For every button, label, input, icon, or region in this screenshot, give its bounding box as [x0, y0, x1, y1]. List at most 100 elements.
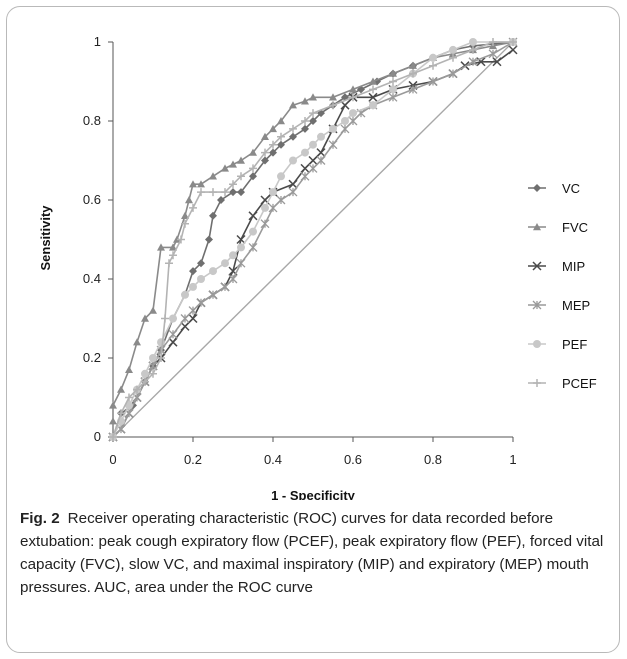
data-point-mep	[488, 49, 498, 59]
data-point-pcef	[329, 101, 337, 110]
y-axis-title: Sensitivity	[38, 205, 53, 271]
data-point-pef	[125, 401, 133, 410]
data-point-mep	[408, 84, 418, 94]
data-point-vc	[209, 211, 217, 220]
data-point-pcef	[277, 132, 285, 141]
data-point-pef	[157, 338, 165, 347]
data-point-mep	[180, 314, 190, 323]
x-tick-label: 0.2	[184, 452, 202, 467]
data-point-fvc	[229, 160, 237, 168]
data-point-pef	[197, 275, 205, 283]
data-point-fvc	[309, 93, 317, 101]
data-point-vc	[205, 235, 213, 244]
data-point-mip	[300, 163, 310, 173]
data-point-fvc	[133, 338, 141, 346]
data-point-pef	[449, 45, 457, 54]
data-point-pcef	[389, 77, 397, 86]
data-point-pcef	[133, 385, 141, 394]
legend-label-pcef: PCEF	[562, 376, 597, 391]
data-point-fvc	[237, 156, 245, 164]
data-point-fvc	[109, 401, 117, 409]
legend-label-pef: PEF	[562, 337, 587, 352]
data-point-fvc	[349, 85, 357, 93]
legend-item-mep: MEP	[528, 298, 590, 313]
data-point-pcef	[209, 188, 217, 197]
data-point-fvc	[249, 148, 257, 156]
data-point-mep	[268, 203, 278, 213]
data-point-pcef	[181, 219, 189, 228]
data-point-pcef	[117, 409, 125, 418]
data-point-mip	[368, 92, 378, 102]
data-point-fvc	[369, 77, 377, 85]
data-point-pcef	[165, 259, 173, 268]
legend-label-vc: VC	[562, 181, 580, 196]
data-point-pef	[277, 172, 285, 181]
data-point-mip	[236, 234, 246, 245]
series-mip	[108, 45, 518, 442]
data-point-mep	[236, 258, 246, 268]
data-point-fvc	[141, 314, 149, 322]
data-point-pcef	[169, 251, 177, 260]
data-point-pcef	[509, 38, 517, 46]
data-point-fvc	[389, 69, 397, 77]
data-point-pef	[469, 38, 477, 46]
data-point-pcef	[429, 61, 437, 70]
y-tick-label: 1	[94, 34, 101, 49]
legend-item-mip: MIP	[528, 259, 585, 274]
data-point-pcef	[369, 85, 377, 94]
y-tick-label: 0.6	[83, 192, 101, 207]
data-point-pcef	[161, 314, 169, 323]
data-point-mep	[348, 116, 358, 126]
data-point-pef	[369, 101, 377, 110]
data-point-pef	[329, 124, 337, 133]
data-point-pcef	[409, 69, 417, 78]
data-point-pef	[149, 354, 157, 362]
data-point-pcef	[449, 53, 457, 62]
data-point-fvc	[117, 385, 125, 393]
data-point-fvc	[261, 132, 269, 140]
x-tick-label: 0.8	[424, 452, 442, 467]
x-axis-title: 1 - Specificity	[271, 488, 356, 500]
data-point-pcef	[301, 117, 309, 125]
legend-label-mep: MEP	[562, 298, 590, 313]
data-point-fvc	[329, 93, 337, 101]
legend-marker-vc	[533, 184, 541, 192]
data-point-vc	[289, 132, 297, 141]
legend: VC FVC MIP MEP PEF PCEF	[528, 181, 597, 391]
data-point-mip	[168, 337, 178, 347]
data-point-mep	[276, 195, 286, 205]
data-point-vc	[197, 259, 205, 268]
data-point-pef	[209, 267, 217, 276]
data-point-pef	[169, 314, 177, 323]
data-point-vc	[261, 156, 269, 165]
data-point-pcef	[489, 38, 497, 46]
data-point-pef	[349, 109, 357, 118]
data-point-vc	[269, 148, 277, 157]
data-point-pef	[309, 140, 317, 149]
y-tick-label: 0.4	[83, 271, 101, 286]
legend-marker-mep	[532, 300, 542, 310]
y-tick-label: 0.8	[83, 113, 101, 128]
series-pcef	[109, 38, 517, 441]
diagonal-line	[112, 41, 514, 438]
data-point-mip	[188, 313, 198, 324]
data-point-fvc	[409, 61, 417, 69]
y-tick-label: 0.2	[83, 350, 101, 365]
data-point-fvc	[169, 243, 177, 251]
data-point-fvc	[221, 164, 229, 172]
legend-item-pcef: PCEF	[528, 376, 597, 391]
data-point-mep	[340, 124, 350, 134]
data-point-fvc	[109, 417, 117, 425]
data-point-mep	[196, 298, 206, 308]
data-point-pef	[141, 369, 149, 378]
data-point-mep	[228, 274, 238, 284]
data-point-pcef	[189, 203, 197, 212]
x-tick-label: 0	[109, 452, 116, 467]
reference-diagonal	[112, 41, 514, 438]
figure-caption: Fig. 2 Receiver operating characteristic …	[20, 507, 610, 599]
x-tick-label: 1	[509, 452, 516, 467]
roc-chart: 0 0.2 0.4 0.6 0.8 1 0 0.2 0.4 0.6 0.8 1 VC FVC MIP MEP…	[38, 34, 597, 500]
data-point-mep	[288, 187, 298, 197]
data-point-pcef	[261, 148, 269, 157]
legend-marker-fvc	[533, 223, 541, 231]
